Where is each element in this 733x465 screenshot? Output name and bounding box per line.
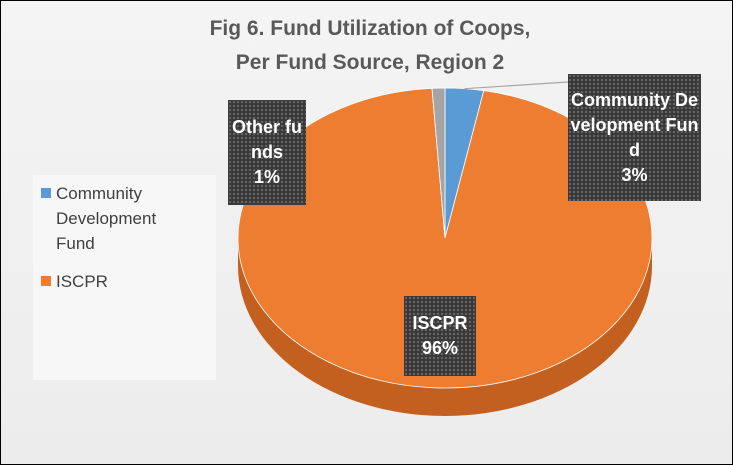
data-label-box: Other funds 1%	[228, 100, 306, 205]
data-label-box: ISCPR 96%	[404, 296, 476, 376]
data-label-value: 1%	[253, 167, 280, 187]
pie-side	[238, 238, 652, 416]
data-label-name: Other funds	[232, 117, 302, 162]
pie-slice	[431, 87, 446, 239]
data-label: Other funds 1%	[228, 100, 306, 205]
legend-label: ISCPR	[56, 272, 108, 291]
legend-entry: Community Development Fund	[56, 184, 157, 253]
data-label-name: ISCPR	[412, 313, 468, 333]
data-label-name: Community Development Fund	[570, 89, 699, 160]
legend-entry: ISCPR	[56, 272, 108, 291]
legend-swatch	[41, 188, 51, 198]
data-label: Community Development Fund 3%	[568, 74, 701, 201]
legend-swatch	[41, 276, 51, 286]
data-label: ISCPR 96%	[404, 296, 476, 376]
data-label-value: 96%	[421, 338, 459, 358]
data-label-value: 3%	[621, 164, 648, 185]
chart-title: Fig 6. Fund Utilization of Coops, Per Fu…	[209, 17, 531, 74]
leader-line	[464, 81, 569, 90]
legend-label: Community Development Fund	[56, 184, 157, 253]
data-label-box: Community Development Fund 3%	[568, 74, 701, 201]
legend-box	[33, 175, 216, 380]
title-box: Fig 6. Fund Utilization of Coops, Per Fu…	[209, 17, 531, 74]
